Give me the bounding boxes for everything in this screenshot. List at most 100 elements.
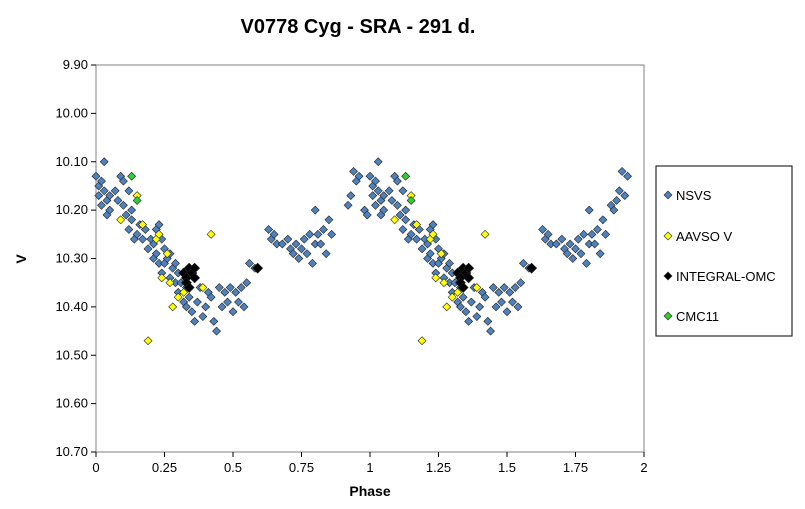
point-aavso-v (417, 336, 427, 346)
point-nsvs (181, 302, 191, 312)
point-nsvs (612, 196, 622, 205)
point-nsvs (475, 302, 485, 312)
point-nsvs (614, 186, 624, 196)
point-nsvs (239, 302, 249, 312)
point-nsvs (519, 258, 528, 268)
y-tick-label: 10.50 (55, 347, 88, 362)
point-nsvs (505, 287, 515, 297)
legend-marker (663, 190, 673, 200)
point-nsvs (118, 200, 128, 210)
point-aavso-v (162, 249, 172, 259)
point-nsvs (132, 229, 142, 239)
x-tick-label: 1.25 (426, 460, 451, 475)
point-nsvs (483, 316, 493, 326)
point-nsvs (190, 316, 200, 326)
point-nsvs (573, 234, 583, 244)
point-nsvs (209, 316, 219, 326)
point-aavso-v (116, 215, 126, 225)
point-nsvs (592, 225, 602, 234)
point-nsvs (491, 302, 501, 312)
point-nsvs (324, 215, 334, 225)
legend-marker (663, 311, 673, 321)
point-nsvs (392, 200, 402, 210)
point-nsvs (458, 292, 468, 302)
point-integral-omc (463, 272, 475, 284)
point-nsvs (223, 297, 232, 307)
point-aavso-v (168, 302, 178, 312)
point-nsvs (371, 176, 380, 186)
point-nsvs (362, 210, 372, 220)
point-nsvs (242, 278, 252, 288)
y-axis: 9.90 10.00 10.10 10.20 10.30 10.40 10.50 10.60 1… (55, 57, 96, 459)
point-aavso-v (428, 229, 438, 239)
point-nsvs (373, 157, 383, 167)
point-nsvs (598, 215, 608, 225)
point-nsvs (245, 258, 254, 268)
x-tick-label: 1 (366, 460, 373, 475)
point-nsvs (184, 292, 194, 302)
point-nsvs (472, 312, 482, 321)
point-nsvs (354, 171, 364, 181)
point-aavso-v (198, 283, 208, 292)
y-tick-label: 10.30 (55, 251, 88, 266)
point-nsvs (464, 316, 474, 326)
point-nsvs (124, 225, 134, 234)
point-nsvs (587, 229, 597, 239)
point-nsvs (412, 234, 422, 244)
point-nsvs (318, 225, 328, 234)
point-nsvs (494, 287, 504, 297)
point-cmc11 (127, 171, 137, 181)
point-nsvs (288, 249, 298, 259)
point-nsvs (171, 258, 180, 268)
point-nsvs (620, 191, 630, 201)
y-tick-label: 10.10 (55, 154, 88, 169)
point-nsvs (228, 307, 238, 317)
point-nsvs (579, 229, 589, 239)
point-aavso-v (472, 283, 482, 292)
point-nsvs (206, 292, 216, 302)
point-nsvs (201, 302, 211, 312)
point-nsvs (269, 229, 279, 239)
legend: NSVS AAVSO V INTEGRAL-OMC CMC11 (663, 188, 776, 324)
point-nsvs (516, 278, 526, 288)
point-aavso-v (480, 229, 490, 239)
point-nsvs (105, 205, 115, 215)
point-nsvs (623, 171, 632, 181)
point-nsvs (445, 258, 454, 268)
point-nsvs (234, 297, 243, 307)
point-nsvs (321, 249, 331, 259)
point-nsvs (576, 249, 586, 259)
point-nsvs (417, 244, 427, 254)
point-nsvs (499, 283, 509, 292)
x-tick-label: 0.25 (152, 460, 177, 475)
point-aavso-v (439, 278, 449, 288)
legend-label: AAVSO V (676, 229, 732, 244)
x-axis-title: Phase (349, 483, 390, 499)
point-nsvs (401, 205, 411, 215)
point-nsvs (316, 239, 326, 249)
legend-label: INTEGRAL-OMC (676, 269, 776, 284)
point-nsvs (110, 186, 120, 196)
point-nsvs (346, 191, 356, 201)
point-nsvs (299, 234, 309, 244)
legend-marker (663, 231, 673, 241)
point-aavso-v (453, 287, 463, 297)
point-nsvs (97, 176, 106, 186)
point-nsvs (595, 249, 605, 259)
point-nsvs (379, 205, 389, 215)
point-nsvs (398, 186, 408, 196)
point-nsvs (497, 297, 506, 307)
point-nsvs (392, 176, 402, 186)
x-tick-label: 2 (640, 460, 647, 475)
y-tick-label: 10.60 (55, 396, 88, 411)
point-cmc11 (406, 196, 416, 205)
point-nsvs (151, 249, 161, 259)
point-nsvs (565, 239, 575, 249)
point-aavso-v (442, 302, 452, 312)
point-nsvs (283, 234, 293, 244)
point-nsvs (91, 171, 101, 181)
point-nsvs (373, 186, 383, 196)
point-nsvs (513, 302, 523, 312)
point-aavso-v (412, 220, 422, 230)
